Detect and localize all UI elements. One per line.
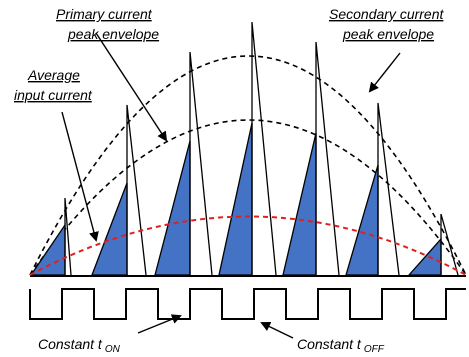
primary-current-pulses xyxy=(29,122,442,276)
secondary-envelope-label-line1: Secondary current xyxy=(329,6,445,22)
secondary-envelope-label-line2: peak envelope xyxy=(342,26,434,42)
secondary-spike xyxy=(251,21,277,276)
switching-square-wave xyxy=(29,288,466,320)
primary-pulse xyxy=(282,132,317,276)
average-current-label-line2: input current xyxy=(14,87,93,103)
secondary-spike xyxy=(189,51,213,276)
primary-pulse xyxy=(154,140,191,276)
primary-envelope-label-line1: Primary current xyxy=(56,6,153,22)
constant-ton-label: Constant t ON xyxy=(38,336,121,355)
secondary-spike xyxy=(377,102,400,276)
average-input-current-curve xyxy=(29,215,467,276)
secondary-spike xyxy=(440,213,459,276)
secondary-spike xyxy=(315,41,340,276)
ton-pointer-arrow xyxy=(137,314,182,334)
average-current-label-line1: Average xyxy=(27,67,80,83)
toff-pointer-arrow xyxy=(260,321,294,339)
primary-pulse xyxy=(345,164,379,276)
primary-envelope-pointer-arrow xyxy=(95,32,168,142)
secondary-spike xyxy=(126,104,147,276)
secondary-spike xyxy=(64,197,72,276)
secondary-envelope-pointer-arrow xyxy=(368,52,401,93)
primary-pulse xyxy=(29,222,66,276)
primary-envelope-label-line2: peak envelope xyxy=(67,26,159,42)
primary-pulse xyxy=(407,237,442,276)
average-current-pointer-arrow xyxy=(61,111,99,242)
primary-pulse xyxy=(91,182,128,276)
secondary-current-spikes xyxy=(64,21,459,276)
constant-toff-label: Constant t OFF xyxy=(297,336,385,355)
primary-pulse xyxy=(218,122,253,276)
